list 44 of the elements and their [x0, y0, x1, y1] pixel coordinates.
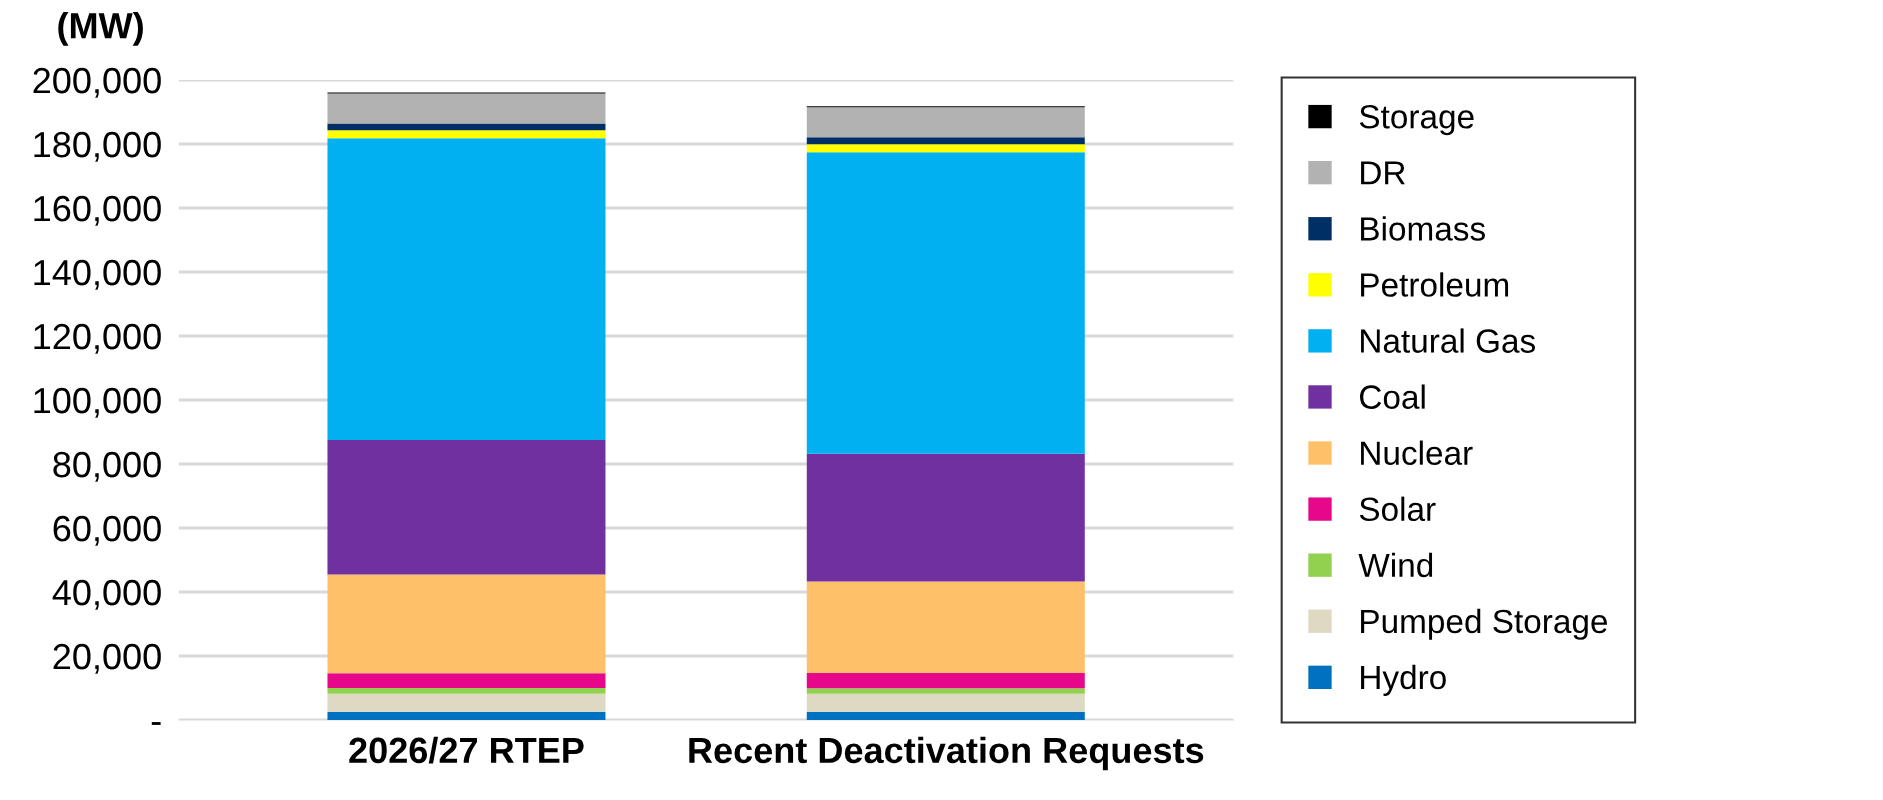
y-tick-label: 160,000 — [34, 195, 161, 226]
legend-label: Storage — [1359, 104, 1474, 136]
y-tick-label: 60,000 — [53, 515, 161, 546]
legend-label: DR — [1361, 161, 1405, 185]
y-axis-title: (MW) — [58, 12, 143, 46]
legend-label: Pumped Storage — [1361, 608, 1608, 640]
x-tick-label: Recent Deactivation Requests — [689, 736, 1204, 771]
legend-label: Petroleum — [1361, 272, 1509, 297]
bar — [806, 672, 1085, 689]
bar — [327, 688, 606, 694]
bar — [806, 152, 1085, 454]
bar — [327, 93, 606, 124]
legend-label: Biomass — [1361, 216, 1485, 241]
bar — [806, 107, 1085, 138]
legend-label: Solar — [1359, 496, 1436, 522]
bar — [327, 440, 606, 575]
y-tick-label: 20,000 — [53, 643, 161, 674]
legend-label: Nuclear — [1361, 440, 1473, 466]
legend-label: Coal — [1360, 384, 1425, 409]
bar — [806, 581, 1085, 673]
legend-label: Hydro — [1361, 664, 1446, 696]
y-tick-label: 120,000 — [34, 323, 161, 354]
bar — [327, 138, 606, 440]
y-tick-label: 200,000 — [33, 67, 161, 98]
bar — [327, 693, 606, 712]
bar — [806, 688, 1085, 694]
bar — [806, 711, 1085, 720]
bar — [806, 453, 1085, 582]
x-tick-label: 2026/27 RTEP — [349, 736, 584, 764]
bar — [327, 130, 606, 139]
bar — [806, 137, 1085, 145]
bar — [806, 693, 1085, 712]
bar — [327, 673, 606, 688]
legend-label: Wind — [1358, 552, 1433, 578]
bar — [327, 574, 606, 674]
bar — [327, 711, 606, 720]
y-tick-label: - — [151, 722, 161, 725]
y-tick-label: 180,000 — [34, 131, 161, 162]
legend-label: Natural Gas — [1361, 328, 1535, 353]
y-tick-label: 80,000 — [53, 451, 161, 482]
bar — [806, 144, 1085, 153]
y-tick-label: 140,000 — [34, 259, 161, 290]
y-tick-label: 100,000 — [34, 387, 161, 418]
y-tick-label: 40,000 — [52, 579, 161, 610]
